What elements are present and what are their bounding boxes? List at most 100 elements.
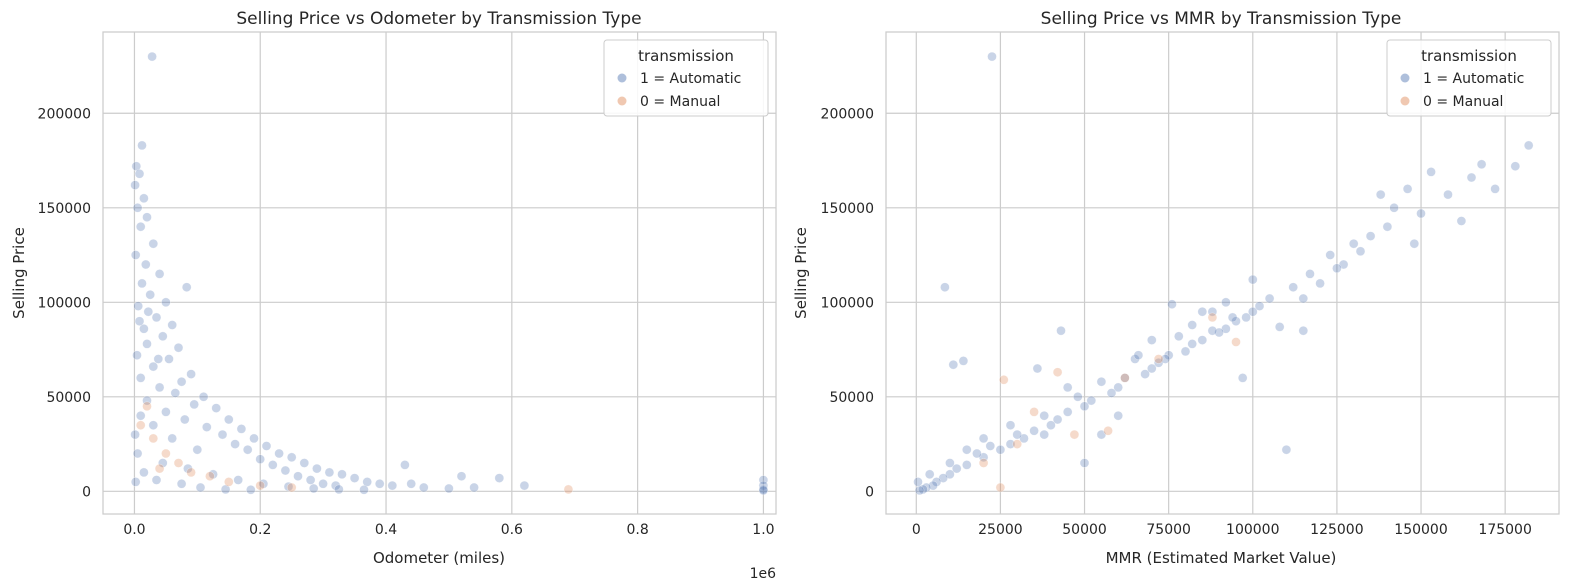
data-point-automatic (151, 475, 162, 485)
y-tick-label: 200000 (38, 106, 91, 122)
data-point-manual (286, 482, 297, 493)
y-axis-label: Selling Price (10, 227, 28, 319)
data-point-automatic (151, 312, 162, 323)
data-point-automatic (261, 441, 272, 451)
scatter-points (130, 51, 769, 496)
data-point-automatic (400, 460, 410, 470)
data-point-automatic (1264, 293, 1275, 304)
data-point-automatic (258, 479, 269, 489)
data-point-automatic (1416, 208, 1426, 219)
data-point-automatic (924, 469, 935, 480)
data-point-automatic (1221, 297, 1231, 308)
data-point-automatic (170, 388, 181, 398)
y-tick-label: 50000 (46, 390, 91, 406)
data-point-automatic (951, 463, 962, 474)
data-point-manual (205, 471, 215, 481)
data-point-automatic (224, 414, 234, 425)
data-point-automatic (1231, 316, 1241, 326)
data-point-automatic (132, 448, 143, 459)
data-point-automatic (914, 485, 925, 496)
legend-marker-manual (1400, 96, 1410, 106)
data-point-automatic (962, 460, 972, 470)
data-point-automatic (130, 250, 141, 260)
scatter-points (913, 51, 1534, 496)
data-point-automatic (337, 469, 347, 480)
x-tick-label: 0 (912, 522, 921, 538)
data-point-automatic (1281, 444, 1292, 455)
data-point-automatic (1079, 401, 1090, 412)
x-axis-offset-label: 1e6 (750, 566, 777, 582)
y-tick-label: 150000 (821, 201, 874, 217)
data-point-automatic (962, 444, 972, 455)
legend-marker-manual (617, 96, 627, 106)
data-point-automatic (308, 483, 319, 494)
data-point-automatic (1426, 167, 1436, 177)
data-point-automatic (139, 467, 149, 478)
data-point-automatic (945, 458, 955, 468)
x-tick-label: 125000 (1310, 522, 1363, 538)
data-point-automatic (1174, 331, 1184, 342)
data-point-automatic (1298, 293, 1309, 304)
data-point-automatic (1187, 339, 1197, 349)
data-point-automatic (1133, 350, 1144, 360)
legend: transmission 1 = Automatic 0 = Manual (603, 39, 769, 117)
data-point-automatic (1039, 429, 1049, 440)
data-point-automatic (148, 238, 159, 249)
data-point-automatic (167, 433, 177, 444)
data-point-automatic (1062, 382, 1073, 393)
data-point-automatic (208, 469, 218, 480)
legend-box (603, 39, 769, 117)
data-point-automatic (249, 433, 259, 444)
data-point-automatic (173, 342, 184, 353)
y-tick-label: 100000 (821, 295, 874, 311)
data-point-automatic (211, 403, 221, 413)
data-point-automatic (456, 471, 467, 481)
x-tick-label: 0.8 (626, 522, 648, 538)
data-point-automatic (1005, 439, 1016, 449)
legend-title: transmission (638, 47, 734, 65)
data-point-automatic (283, 481, 294, 492)
data-point-automatic (176, 376, 187, 387)
data-point-manual (255, 480, 265, 491)
data-point-automatic (148, 420, 159, 430)
data-point-automatic (293, 471, 303, 481)
data-point-automatic (305, 475, 316, 485)
data-point-automatic (931, 477, 942, 487)
y-axis-label: Selling Price (792, 227, 810, 319)
data-point-manual (142, 401, 152, 412)
data-point-automatic (1241, 312, 1251, 323)
data-point-manual (224, 477, 234, 487)
data-point-automatic (1248, 274, 1258, 285)
data-point-automatic (153, 354, 164, 364)
data-point-automatic (246, 485, 256, 495)
y-tick-labels: 0 50000 100000 150000 200000 (821, 106, 874, 500)
x-axis-label: Odometer (miles) (373, 549, 505, 567)
data-point-automatic (1039, 410, 1049, 421)
data-point-automatic (217, 429, 228, 440)
data-point-manual (1153, 354, 1164, 364)
legend-marker-automatic (1400, 73, 1410, 83)
data-point-automatic (1332, 263, 1342, 274)
data-point-automatic (1274, 322, 1285, 332)
data-point-automatic (189, 399, 199, 410)
data-point-automatic (139, 193, 149, 204)
data-point-automatic (494, 473, 505, 483)
x-tick-label: 0.6 (501, 522, 523, 538)
data-point-automatic (130, 429, 140, 440)
data-point-automatic (1207, 325, 1218, 336)
data-point-automatic (1130, 354, 1140, 364)
data-point-automatic (1348, 238, 1359, 249)
data-point-automatic (913, 477, 923, 487)
data-point-manual (999, 375, 1009, 385)
data-point-automatic (985, 441, 996, 451)
data-point-automatic (1510, 161, 1521, 171)
data-point-automatic (330, 480, 341, 491)
data-point-manual (154, 463, 165, 474)
axes-frame (102, 31, 777, 515)
data-point-automatic (141, 259, 151, 270)
data-point-automatic (1298, 325, 1309, 336)
data-point-automatic (139, 324, 149, 334)
data-point-automatic (181, 282, 192, 292)
data-point-automatic (148, 361, 159, 372)
legend-box (1386, 39, 1552, 117)
